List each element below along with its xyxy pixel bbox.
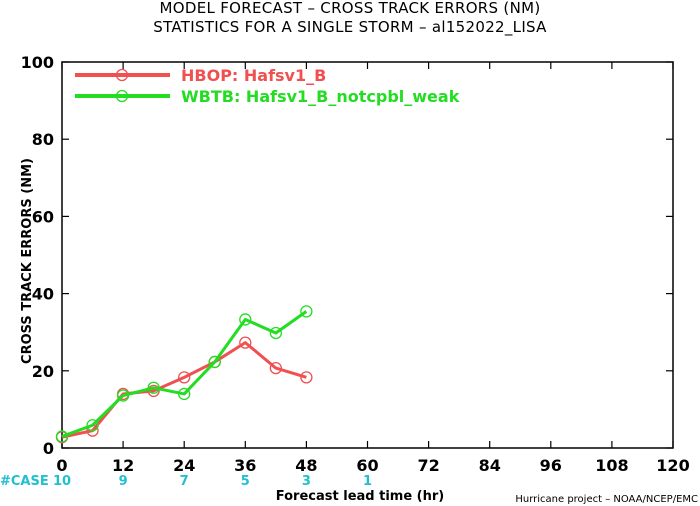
case-counts: #CASE 10 9 7 5 3 1: [0, 474, 372, 489]
data-point: [269, 326, 283, 340]
case-label: #CASE: [0, 474, 49, 489]
x-tick-label: 48: [295, 456, 317, 475]
x-axis: 0 12 24 36 48 60 72 84 96 108 120: [56, 62, 690, 475]
data-point: [55, 430, 69, 443]
data-point: [239, 336, 252, 349]
x-tick-label: 120: [656, 456, 689, 475]
data-point: [300, 305, 313, 318]
y-tick-label: 60: [32, 207, 54, 226]
data-point: [116, 389, 130, 402]
legend-marker: [115, 89, 129, 103]
credit-text: Hurricane project – NOAA/NCEP/EMC: [515, 494, 698, 505]
chart-title: MODEL FORECAST – CROSS TRACK ERRORS (NM): [159, 0, 541, 17]
x-tick-label: 0: [56, 456, 67, 475]
series-1: [55, 305, 313, 443]
x-tick-label: 72: [417, 456, 439, 475]
y-tick-label: 20: [32, 362, 54, 381]
x-tick-label: 108: [595, 456, 628, 475]
data-point: [86, 419, 99, 432]
data-point: [300, 371, 313, 384]
data-point: [178, 387, 191, 401]
legend-label: HBOP: Hafsv1_B: [181, 66, 326, 85]
data-point: [208, 355, 221, 369]
series-line: [61, 341, 307, 439]
x-tick-label: 24: [173, 456, 195, 475]
case-count: 1: [363, 474, 372, 489]
data-point: [147, 381, 160, 394]
legend-marker: [115, 68, 129, 82]
y-axis: 0 20 40 60 80 100: [21, 53, 673, 458]
case-count: 5: [241, 474, 250, 489]
x-axis-title: Forecast lead time (hr): [276, 489, 444, 504]
series-line: [61, 310, 308, 438]
case-count: 3: [302, 474, 311, 489]
x-tick-label: 84: [479, 456, 501, 475]
y-axis-title: CROSS TRACK ERRORS (NM): [20, 158, 35, 364]
x-tick-label: 96: [540, 456, 562, 475]
case-count: 7: [180, 474, 189, 489]
data-point: [269, 361, 283, 375]
legend-label: WBTB: Hafsv1_B_notcpbl_weak: [181, 87, 460, 106]
x-tick-label: 60: [356, 456, 378, 475]
y-tick-label: 0: [43, 439, 54, 458]
y-tick-label: 40: [32, 285, 54, 304]
x-tick-label: 12: [112, 456, 134, 475]
y-tick-label: 100: [21, 53, 54, 72]
series-0: [55, 336, 313, 444]
case-count: 10: [53, 474, 71, 489]
series-layer: [55, 305, 313, 444]
y-tick-label: 80: [32, 130, 54, 149]
chart-subtitle: STATISTICS FOR A SINGLE STORM – al152022…: [153, 18, 547, 36]
data-point: [239, 313, 252, 326]
x-tick-label: 36: [234, 456, 256, 475]
legend: HBOP: Hafsv1_B WBTB: Hafsv1_B_notcpbl_wea…: [75, 66, 460, 106]
data-point: [178, 371, 191, 384]
case-count: 9: [119, 474, 128, 489]
data-point: [147, 384, 160, 398]
